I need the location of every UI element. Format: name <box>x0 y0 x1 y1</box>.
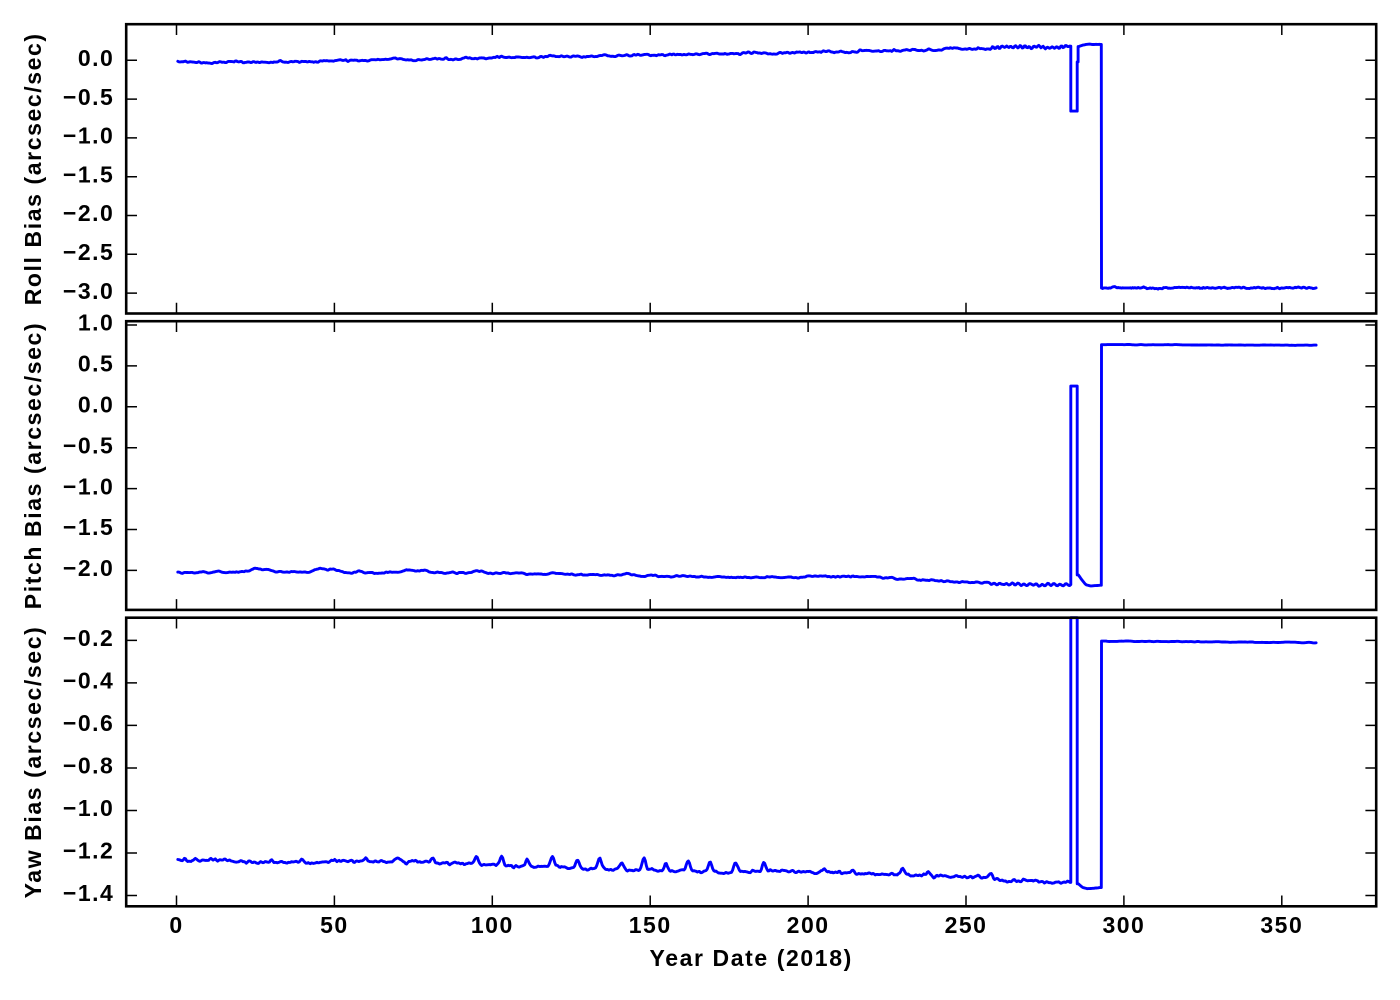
svg-text:−1.0: −1.0 <box>63 795 114 821</box>
svg-text:200: 200 <box>787 912 830 938</box>
svg-text:−3.0: −3.0 <box>63 278 114 304</box>
svg-text:−0.2: −0.2 <box>63 625 114 651</box>
svg-text:250: 250 <box>945 912 988 938</box>
svg-text:−0.4: −0.4 <box>63 668 114 694</box>
svg-text:−1.5: −1.5 <box>63 161 114 187</box>
svg-text:−1.0: −1.0 <box>63 473 114 499</box>
svg-text:0: 0 <box>169 912 183 938</box>
svg-text:1.0: 1.0 <box>78 310 114 336</box>
svg-text:Roll Bias (arcsec/sec): Roll Bias (arcsec/sec) <box>20 32 46 305</box>
svg-text:−1.5: −1.5 <box>63 514 114 540</box>
svg-text:−2.0: −2.0 <box>63 200 114 226</box>
svg-text:150: 150 <box>629 912 672 938</box>
svg-text:Year Date (2018): Year Date (2018) <box>650 945 853 971</box>
svg-text:50: 50 <box>320 912 349 938</box>
svg-text:−0.6: −0.6 <box>63 710 114 736</box>
svg-text:−1.0: −1.0 <box>63 123 114 149</box>
svg-text:350: 350 <box>1260 912 1303 938</box>
svg-text:0.5: 0.5 <box>78 351 114 377</box>
svg-text:−0.5: −0.5 <box>63 84 114 110</box>
svg-text:0.0: 0.0 <box>78 45 114 71</box>
svg-text:−1.4: −1.4 <box>63 880 114 906</box>
svg-text:0.0: 0.0 <box>78 392 114 418</box>
svg-text:100: 100 <box>471 912 514 938</box>
svg-text:Yaw Bias (arcsec/sec): Yaw Bias (arcsec/sec) <box>20 626 46 899</box>
svg-text:300: 300 <box>1102 912 1145 938</box>
svg-text:−2.5: −2.5 <box>63 239 114 265</box>
svg-text:Pitch Bias (arcsec/sec): Pitch Bias (arcsec/sec) <box>20 322 46 609</box>
svg-text:−2.0: −2.0 <box>63 555 114 581</box>
svg-text:−0.5: −0.5 <box>63 432 114 458</box>
svg-text:−1.2: −1.2 <box>63 838 114 864</box>
svg-text:−0.8: −0.8 <box>63 753 114 779</box>
